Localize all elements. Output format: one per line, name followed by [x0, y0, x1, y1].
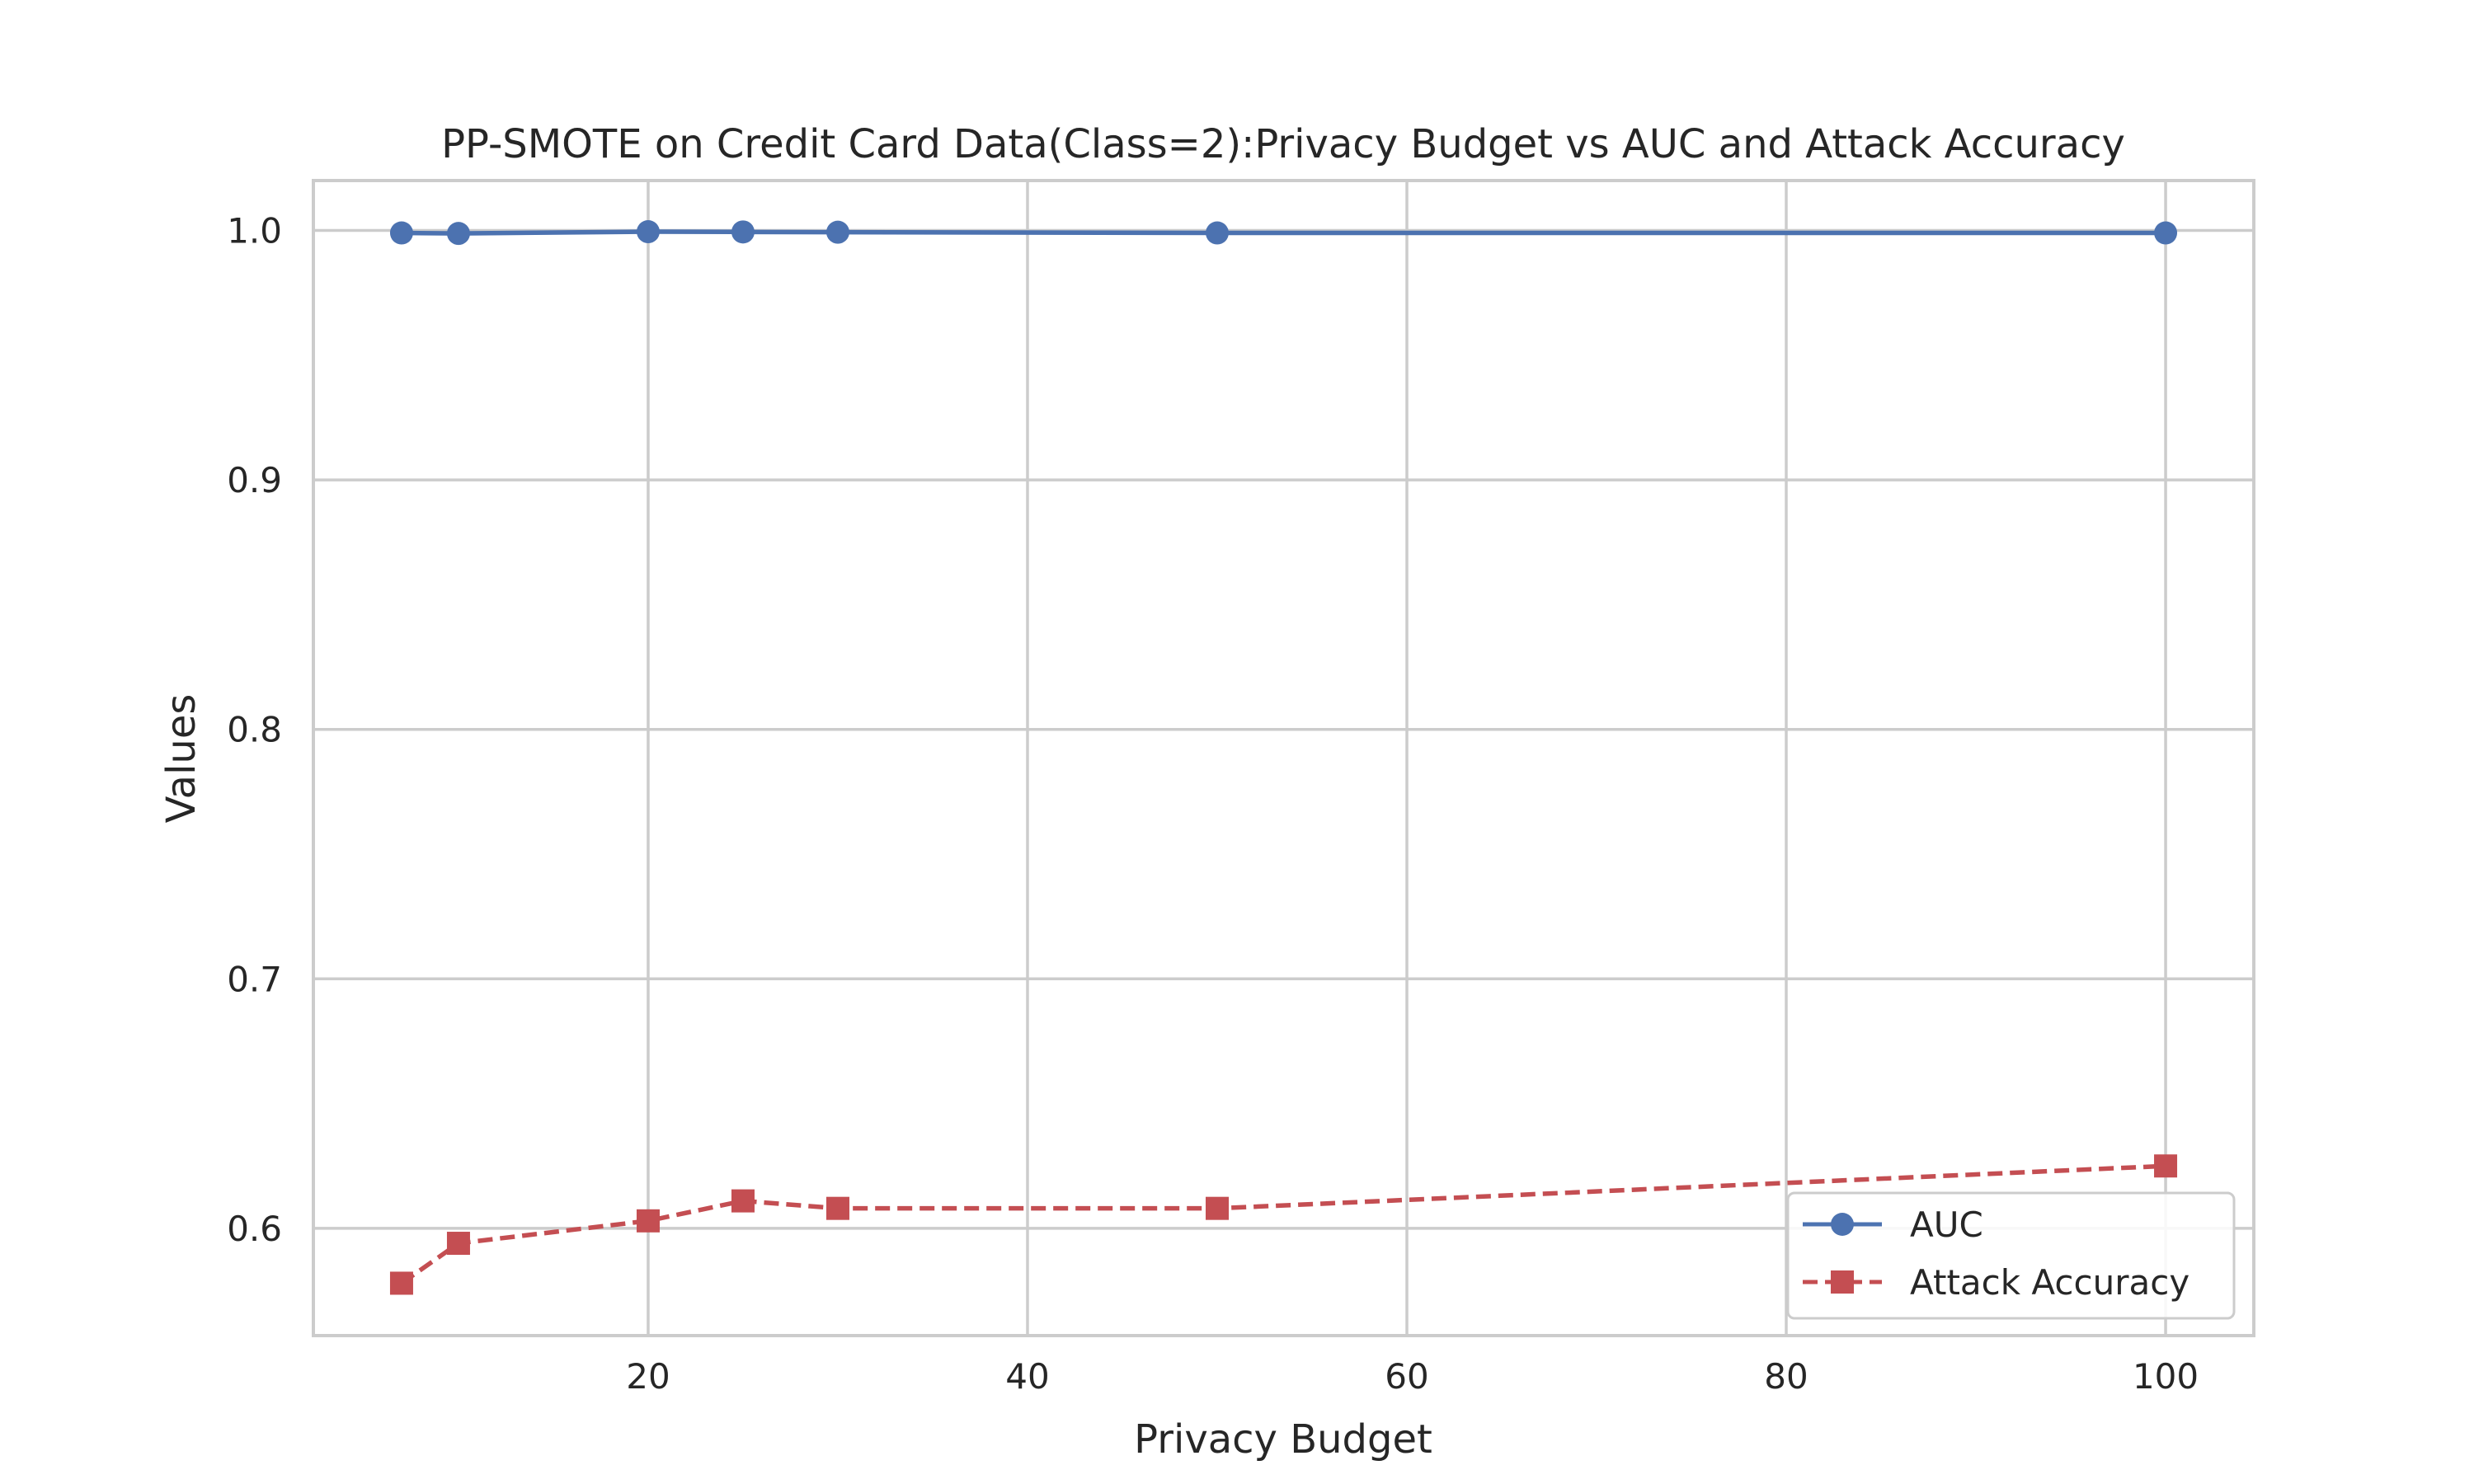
y-tick-label: 0.7: [227, 959, 282, 999]
legend-auc-label: AUC: [1910, 1205, 1983, 1245]
data-point-attack-accuracy: [731, 1189, 755, 1213]
tick-labels: 20 40 60 80 100 0.6 0.7 0.8 0.9 1.0: [227, 211, 2199, 1397]
data-point-auc: [1205, 221, 1229, 245]
data-point-auc: [389, 221, 413, 245]
data-point-auc: [2154, 221, 2178, 245]
data-point-auc: [825, 220, 849, 244]
data-point-attack-accuracy: [2154, 1154, 2178, 1178]
x-tick-label: 20: [626, 1356, 670, 1397]
y-tick-label: 0.9: [227, 460, 282, 500]
x-axis-label: Privacy Budget: [1134, 1416, 1432, 1463]
x-tick-label: 80: [1764, 1356, 1808, 1397]
data-point-auc: [446, 222, 470, 246]
legend: AUC Attack Accuracy: [1786, 1191, 2236, 1320]
legend-box: [1786, 1191, 2236, 1320]
data-point-attack-accuracy: [825, 1196, 849, 1220]
x-tick-label: 40: [1005, 1356, 1049, 1397]
y-tick-label: 0.8: [227, 710, 282, 750]
x-tick-label: 60: [1385, 1356, 1428, 1397]
data-point-attack-accuracy: [389, 1271, 413, 1295]
plot-area: [312, 179, 2255, 1337]
y-tick-label: 1.0: [227, 211, 282, 251]
data-point-auc: [731, 220, 755, 244]
legend-auc-marker: [1831, 1213, 1854, 1236]
data-point-auc: [636, 220, 660, 244]
data-point-attack-accuracy: [636, 1209, 660, 1233]
series-line-auc: [401, 229, 2166, 236]
legend-attack-label: Attack Accuracy: [1910, 1262, 2189, 1303]
series-layer: [389, 220, 2178, 1295]
x-tick-label: 100: [2133, 1356, 2199, 1397]
y-axis-label: Values: [158, 694, 205, 824]
data-point-attack-accuracy: [1205, 1196, 1229, 1220]
legend-attack-marker: [1831, 1270, 1854, 1294]
chart-title: PP-SMOTE on Credit Card Data(Class=2):Pr…: [441, 121, 2125, 167]
data-point-attack-accuracy: [446, 1232, 470, 1256]
y-tick-label: 0.6: [227, 1209, 282, 1249]
